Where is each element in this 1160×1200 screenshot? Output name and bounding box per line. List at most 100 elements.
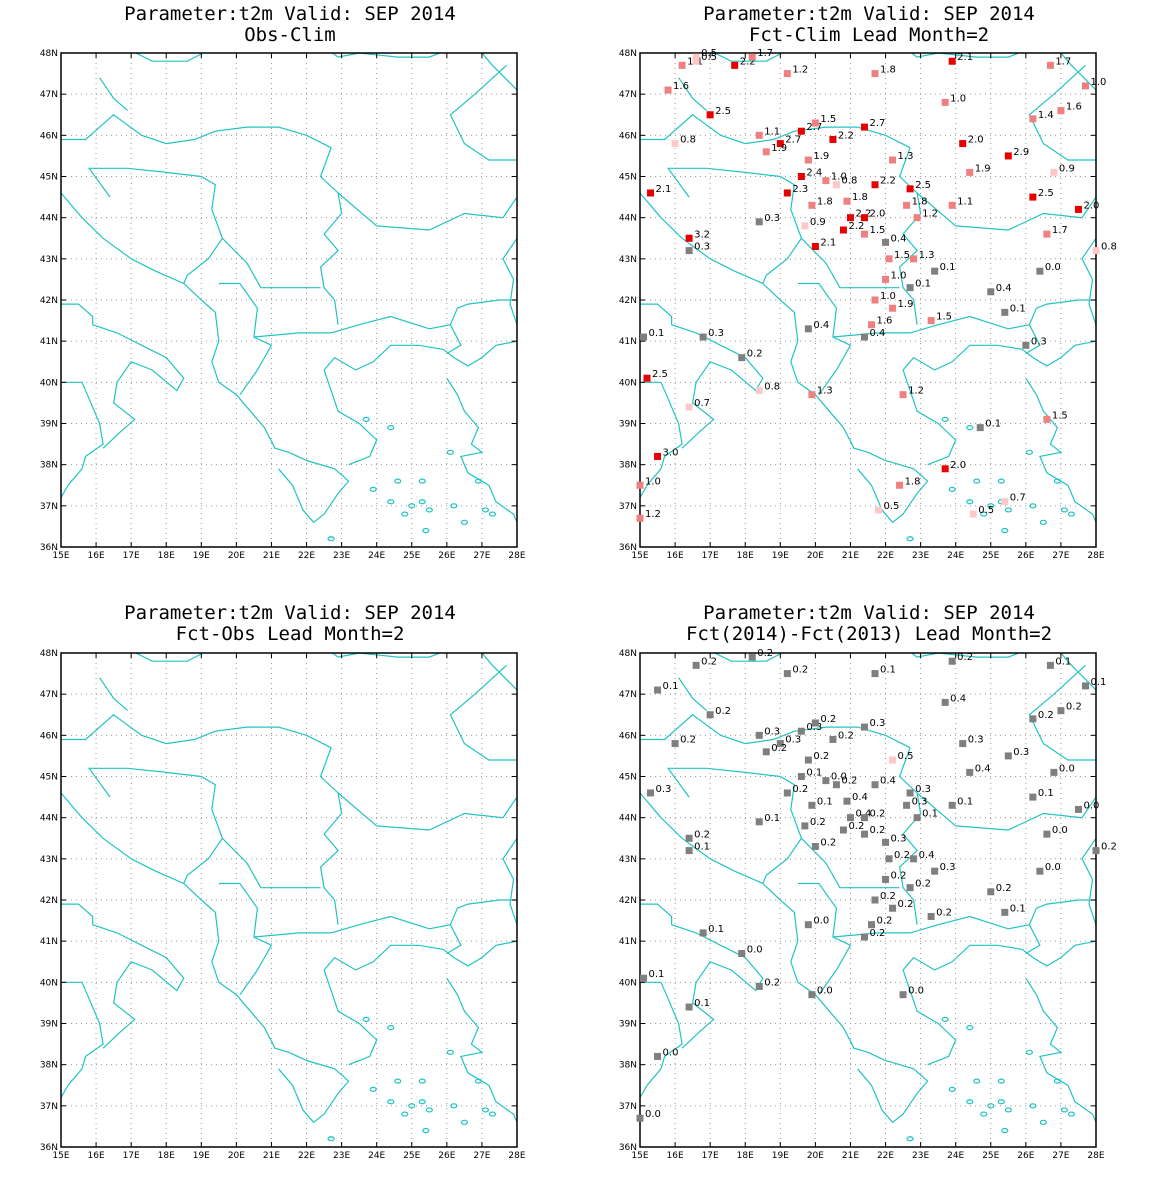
station-value-label: 1.0 <box>891 270 907 281</box>
coast-line <box>678 77 707 112</box>
island <box>425 507 433 513</box>
station-marker <box>899 991 907 999</box>
station-marker <box>640 333 648 341</box>
station-marker <box>846 214 854 222</box>
map-frame <box>60 652 518 1148</box>
island <box>1060 1107 1069 1113</box>
station-marker <box>1081 82 1089 90</box>
station-value-label: 0.2 <box>792 665 808 676</box>
island <box>474 478 483 484</box>
coast-line <box>449 64 517 161</box>
lon-tick-label: 23E <box>912 551 929 561</box>
station-value-label: 1.1 <box>764 126 780 137</box>
coastlines-borders <box>61 53 517 542</box>
station-marker <box>871 181 879 189</box>
station-value-label: 0.2 <box>1101 842 1117 853</box>
station-marker <box>860 933 868 941</box>
station-value-label: 1.3 <box>919 250 935 261</box>
lat-tick-label: 39N <box>40 420 58 430</box>
station-value-label: 2.0 <box>950 460 966 471</box>
coast-line <box>1081 217 1096 325</box>
lat-tick-label: 47N <box>619 690 637 700</box>
station-value-label: 0.4 <box>975 763 991 774</box>
lat-tick-label: 36N <box>619 543 637 553</box>
station-marker <box>966 168 974 176</box>
station-value-label: 0.9 <box>810 217 826 228</box>
station-value-label: 1.2 <box>792 65 808 76</box>
panel-4-title: Parameter:t2m Valid: SEP 2014 Fct(2014)-… <box>589 603 1149 645</box>
island <box>987 503 995 509</box>
island <box>387 1099 395 1105</box>
lat-tick-label: 37N <box>619 1102 637 1112</box>
lon-tick-label: 15E <box>52 551 69 561</box>
station-marker <box>839 826 847 834</box>
station-value-label: 0.0 <box>747 945 763 956</box>
station-value-label: 1.7 <box>1055 56 1071 67</box>
station-marker <box>808 991 816 999</box>
station-marker <box>664 86 672 94</box>
graticule <box>640 53 1096 547</box>
station-value-label: 0.1 <box>1055 656 1071 667</box>
station-marker <box>647 789 655 797</box>
station-marker <box>882 875 890 883</box>
station-marker <box>899 391 907 399</box>
coast-line <box>902 340 1096 466</box>
island <box>1001 1127 1009 1134</box>
station-marker <box>671 740 679 748</box>
station-marker <box>748 653 756 661</box>
station-marker <box>843 197 851 205</box>
coast-line <box>935 572 974 576</box>
station-marker <box>832 781 840 789</box>
station-marker <box>1074 805 1082 813</box>
lon-tick-label: 24E <box>947 551 964 561</box>
lon-tick-label: 18E <box>158 1151 175 1161</box>
station-value-label: 0.4 <box>813 320 829 331</box>
station-marker <box>903 201 911 209</box>
lon-tick-label: 19E <box>193 1151 210 1161</box>
station-marker <box>804 156 812 164</box>
lon-tick-label: 27E <box>473 551 490 561</box>
lon-tick-label: 23E <box>333 551 350 561</box>
island <box>1053 1078 1062 1084</box>
island <box>369 1086 377 1092</box>
station-value-label: 0.3 <box>912 796 928 807</box>
station-marker <box>860 333 868 341</box>
lon-tick-label: 24E <box>368 551 385 561</box>
station-value-label: 0.1 <box>940 262 956 273</box>
station-marker <box>889 156 897 164</box>
station-marker <box>931 267 939 275</box>
lon-tick-label: 20E <box>228 1151 245 1161</box>
island <box>422 527 430 534</box>
island <box>997 1078 1005 1084</box>
lat-tick-label: 39N <box>619 420 637 430</box>
station-value-label: 1.9 <box>771 143 787 154</box>
coast-line <box>253 899 517 938</box>
station-marker <box>871 70 879 78</box>
station-marker <box>762 748 770 756</box>
lat-tick-label: 39N <box>619 1020 637 1030</box>
lon-tick-label: 17E <box>123 551 140 561</box>
lat-tick-label: 42N <box>40 296 58 306</box>
island <box>1039 1119 1047 1125</box>
station-marker <box>654 1052 662 1060</box>
station-value-label: 1.6 <box>1066 102 1082 113</box>
lat-tick-label: 40N <box>619 978 637 988</box>
station-value-label: 0.1 <box>1010 903 1026 914</box>
station-value-label: 2.5 <box>652 369 668 380</box>
island <box>1067 511 1076 517</box>
station-value-label: 0.0 <box>1052 825 1068 836</box>
coast-line <box>1025 977 1096 1123</box>
coast-line <box>640 381 683 498</box>
station-marker <box>1046 661 1054 669</box>
station-marker <box>882 238 890 246</box>
station-value-label: 0.2 <box>841 776 857 787</box>
station-value-label: 0.2 <box>715 706 731 717</box>
station-marker <box>1036 267 1044 275</box>
station-marker <box>885 255 893 263</box>
station-marker <box>783 789 791 797</box>
station-marker <box>755 387 763 395</box>
station-marker <box>906 789 914 797</box>
island <box>450 1103 458 1109</box>
coast-line <box>910 653 1096 691</box>
island <box>394 1078 402 1084</box>
